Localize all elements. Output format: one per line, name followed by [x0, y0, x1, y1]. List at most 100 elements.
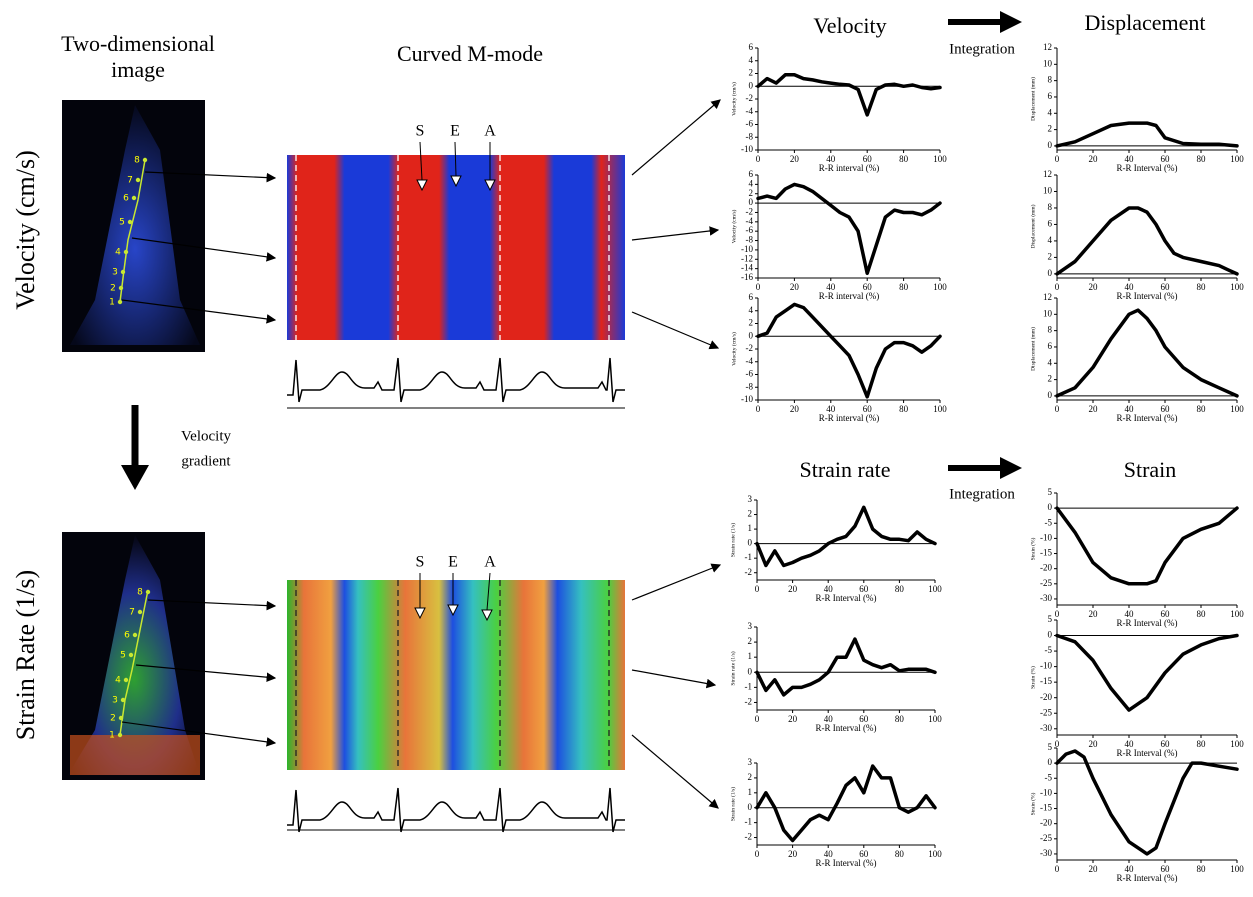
y-tick-label: 2	[749, 188, 754, 198]
y-tick-label: -25	[1040, 833, 1052, 843]
x-tick-label: 80	[1197, 282, 1207, 292]
side-label: Velocity (cm/s)	[11, 150, 40, 310]
x-axis-label: R-R Interval (%)	[1117, 873, 1178, 883]
note: Integration	[949, 41, 1015, 57]
arrow	[121, 11, 1022, 490]
x-tick-label: 40	[824, 584, 834, 594]
data-line	[755, 637, 937, 697]
y-axis-label: Strain (%)	[1029, 537, 1036, 560]
segment-label: 7	[127, 176, 133, 186]
x-tick-label: 20	[1089, 609, 1099, 619]
y-tick-label: -2	[745, 567, 753, 577]
x-tick-label: 40	[826, 154, 836, 164]
y-tick-label: 0	[748, 538, 753, 548]
y-axis-label: Strain rate (1/s)	[729, 523, 736, 557]
y-tick-label: -2	[746, 343, 754, 353]
data-line	[1055, 206, 1239, 276]
data-line	[756, 302, 942, 399]
y-tick-label: 6	[1048, 341, 1053, 351]
y-tick-label: -8	[746, 381, 754, 391]
x-tick-label: 80	[895, 714, 905, 724]
header: Displacement	[1085, 10, 1206, 35]
x-tick-label: 20	[1089, 154, 1099, 164]
x-tick-label: 100	[1230, 404, 1244, 414]
segment-point	[117, 299, 123, 305]
x-axis-label: R-R interval (%)	[819, 291, 879, 301]
y-tick-label: 8	[1048, 325, 1053, 335]
x-tick-label: 20	[1089, 282, 1099, 292]
x-tick-label: 100	[933, 282, 947, 292]
y-tick-label: 4	[749, 55, 754, 65]
x-tick-label: 80	[1197, 154, 1207, 164]
segment-point	[120, 269, 126, 275]
x-tick-label: 40	[826, 404, 836, 414]
data-line	[755, 764, 937, 843]
y-tick-label: 2	[1048, 124, 1053, 134]
event-markers: S E A S E A	[414, 123, 496, 622]
y-tick-label: 2	[1048, 374, 1053, 384]
segment-label: 6	[124, 631, 130, 641]
y-tick-label: -1	[745, 681, 753, 691]
y-tick-label: -10	[1040, 661, 1052, 671]
y-tick-label: 0	[749, 330, 754, 340]
y-axis-label: Displacement (mm)	[1029, 77, 1036, 121]
x-tick-label: 100	[1230, 154, 1244, 164]
x-tick-label: 80	[899, 404, 909, 414]
y-tick-label: -4	[746, 216, 754, 226]
y-tick-label: -10	[1040, 787, 1052, 797]
connector	[631, 99, 722, 809]
y-tick-label: 8	[1048, 75, 1053, 85]
y-axis-label: Strain (%)	[1029, 666, 1036, 689]
x-tick-label: 0	[755, 584, 760, 594]
y-tick-label: 0	[1048, 630, 1053, 640]
x-tick-label: 20	[788, 849, 798, 859]
segment-label: 1	[109, 298, 115, 308]
x-tick-label: 60	[863, 154, 873, 164]
y-tick-label: 6	[749, 292, 754, 302]
event-label: A	[484, 554, 496, 571]
data-line	[1055, 633, 1239, 712]
x-tick-label: 40	[1125, 282, 1135, 292]
x-tick-label: 40	[824, 714, 834, 724]
x-tick-label: 20	[790, 282, 800, 292]
y-tick-label: -6	[746, 119, 754, 129]
x-tick-label: 100	[933, 154, 947, 164]
y-tick-label: 12	[1043, 169, 1052, 179]
y-tick-label: 12	[1043, 42, 1052, 52]
segment-label: 5	[120, 651, 126, 661]
y-tick-label: -2	[745, 832, 753, 842]
segment-label: 8	[137, 588, 143, 598]
segment-label: 4	[115, 248, 121, 258]
x-tick-label: 20	[790, 154, 800, 164]
y-tick-label: -4	[746, 106, 754, 116]
x-tick-label: 100	[1230, 609, 1244, 619]
y-tick-label: -16	[741, 272, 753, 282]
y-axis-label: Velocity (cm/s)	[730, 209, 737, 243]
segment-label: 2	[110, 284, 116, 294]
x-tick-label: 60	[859, 849, 869, 859]
y-tick-label: 6	[1048, 91, 1053, 101]
x-tick-label: 80	[1197, 739, 1207, 749]
y-axis-label: Strain rate (1/s)	[729, 787, 736, 821]
segment-label: 3	[112, 268, 118, 278]
x-tick-label: 0	[1055, 404, 1060, 414]
y-tick-label: 0	[1048, 757, 1053, 767]
y-tick-label: -10	[741, 244, 753, 254]
x-tick-label: 40	[1125, 864, 1135, 874]
x-tick-label: 80	[899, 282, 909, 292]
x-tick-label: 40	[1125, 739, 1135, 749]
y-tick-label: 5	[1048, 487, 1053, 497]
x-axis-label: R-R Interval (%)	[816, 593, 877, 603]
segment-point	[135, 177, 141, 183]
event-label: S	[416, 123, 425, 140]
y-axis-label: Strain rate (1/s)	[729, 651, 736, 685]
ultrasound-image	[62, 532, 205, 780]
x-tick-label: 60	[863, 404, 873, 414]
y-tick-label: 6	[749, 169, 754, 179]
x-axis-label: R-R Interval (%)	[1117, 618, 1178, 628]
y-tick-label: -25	[1040, 707, 1052, 717]
x-axis-label: R-R Interval (%)	[816, 858, 877, 868]
x-tick-label: 40	[1125, 154, 1135, 164]
y-tick-label: -2	[745, 697, 753, 707]
y-tick-label: 4	[1048, 107, 1053, 117]
